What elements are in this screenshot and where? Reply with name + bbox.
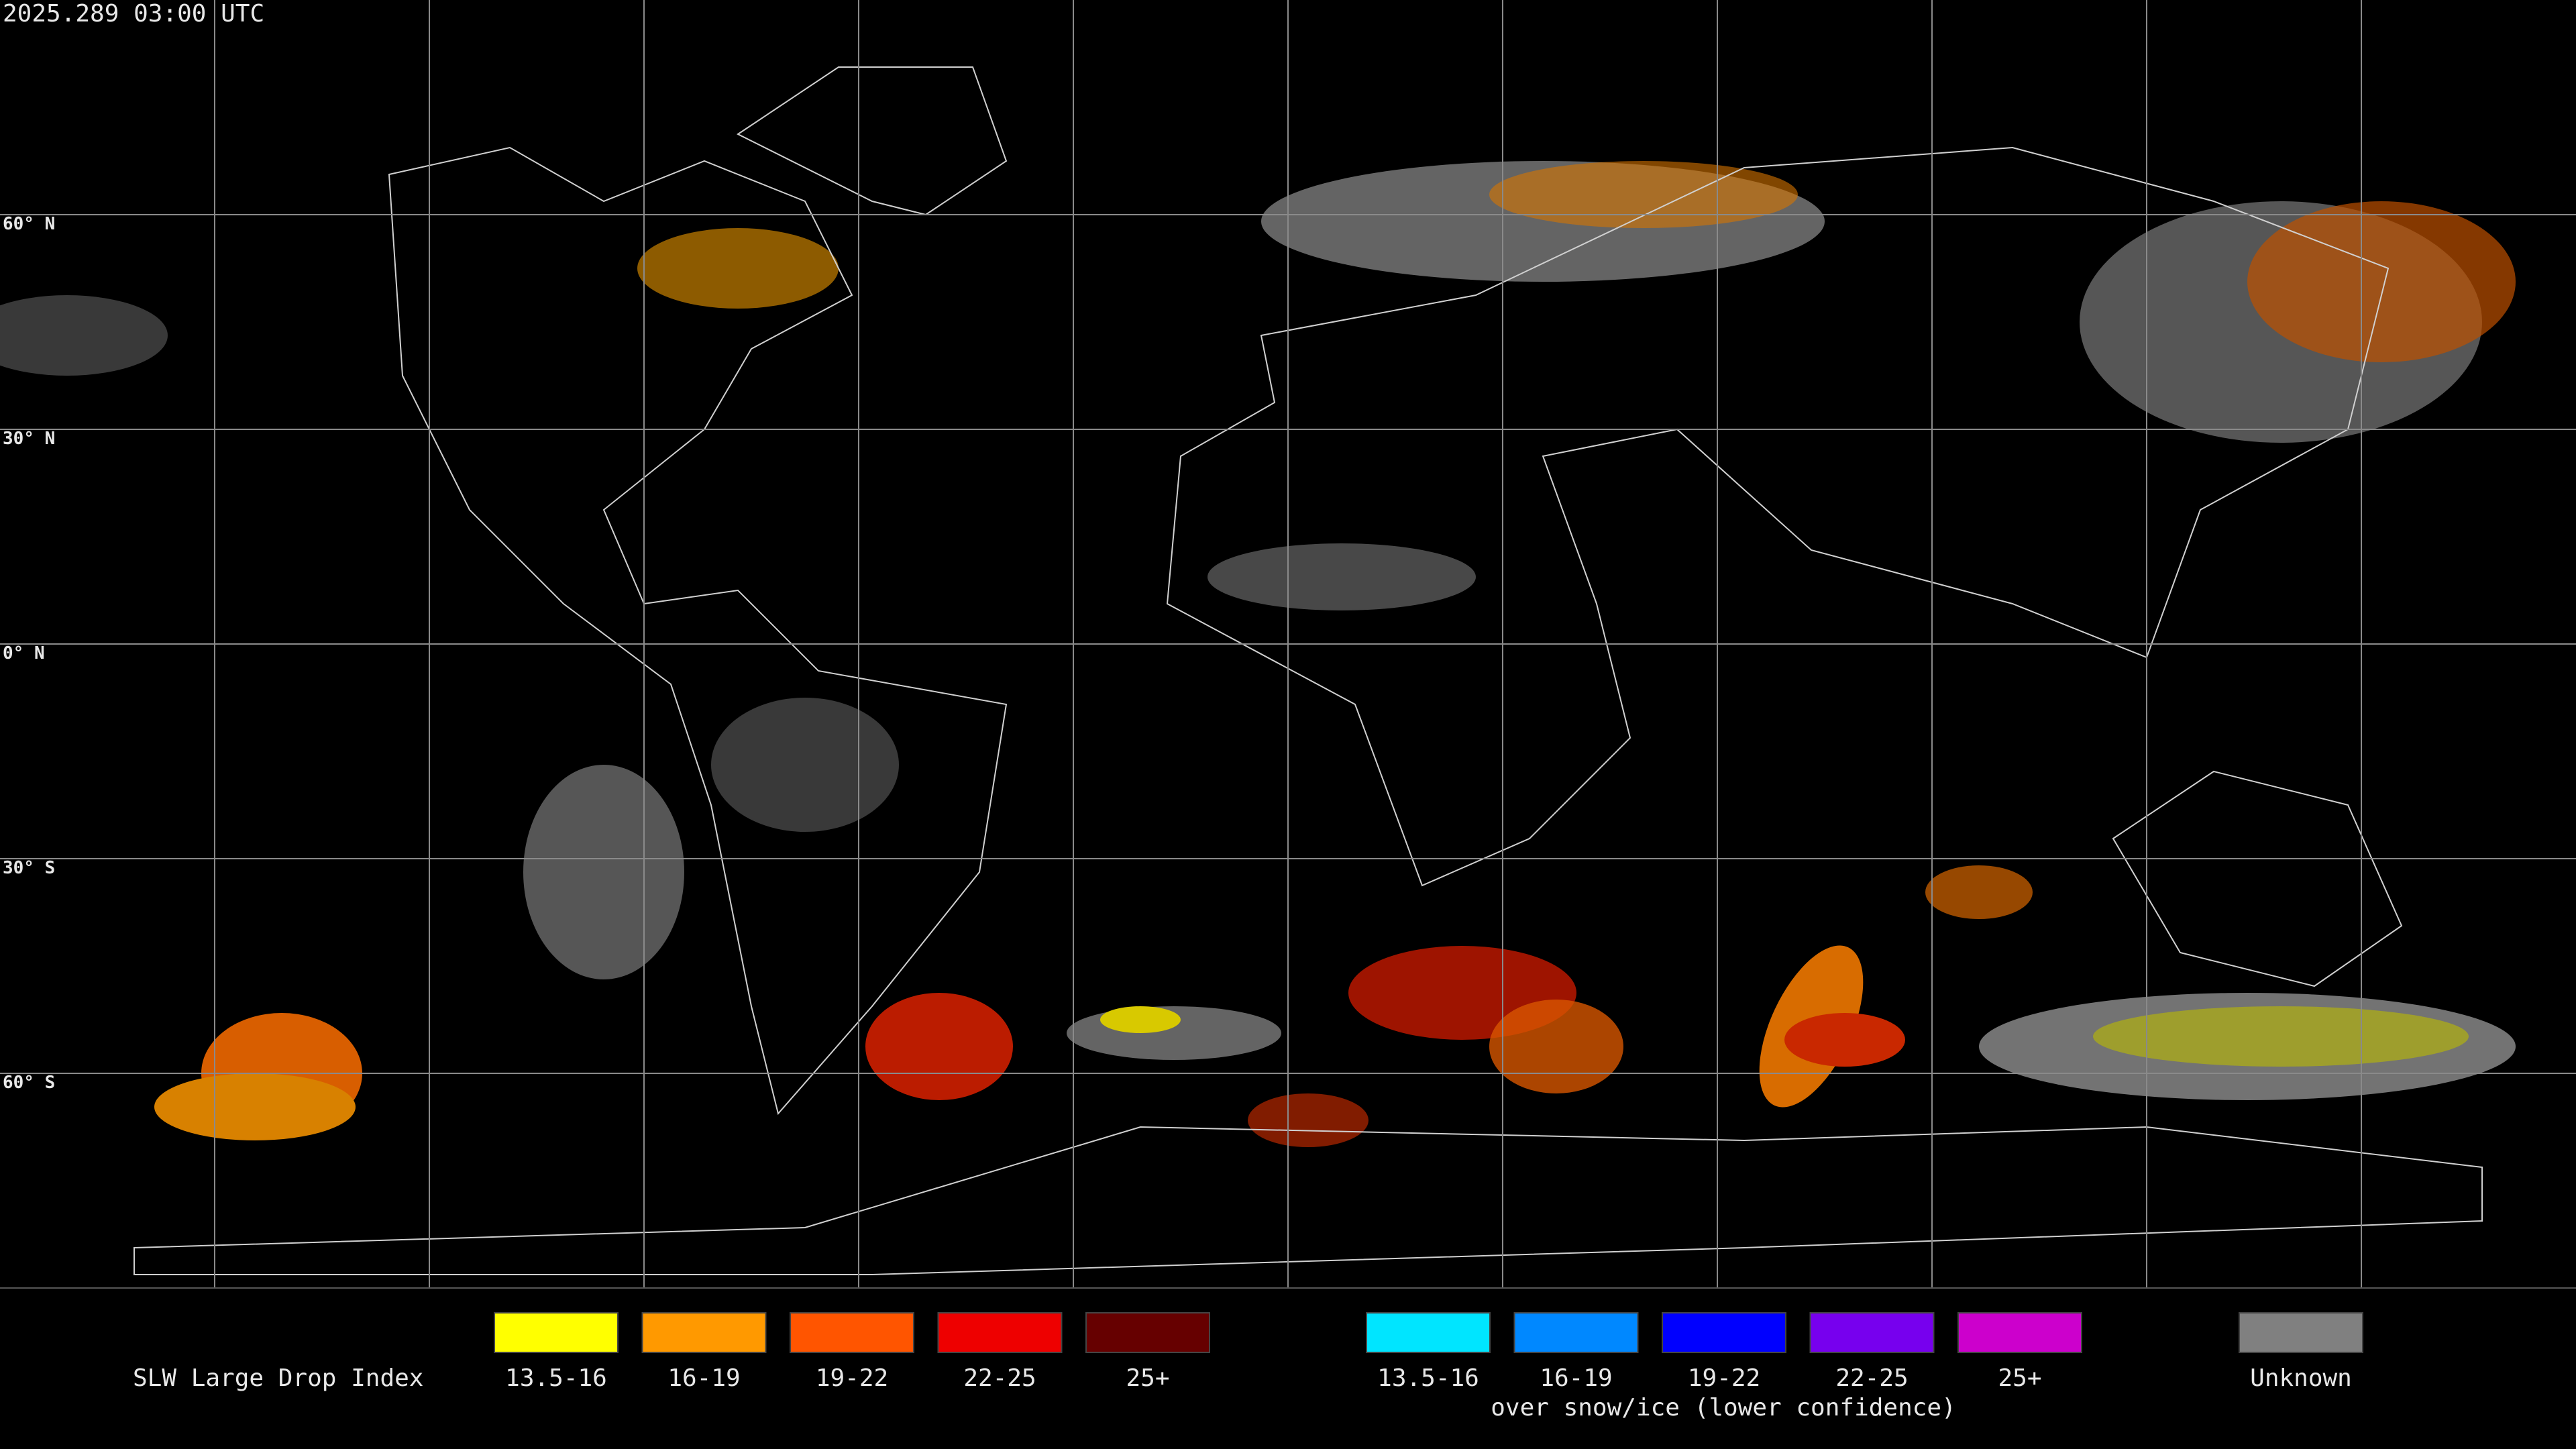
legend-label: 19-22 <box>1688 1364 1760 1392</box>
graticule <box>0 0 2576 1289</box>
clouds <box>0 161 2516 1147</box>
lat-label: 60° S <box>3 1073 55 1093</box>
legend-label: 25+ <box>1998 1364 2041 1392</box>
legend-swatch <box>1513 1312 1639 1353</box>
legend-label: 22-25 <box>1835 1364 1908 1392</box>
legend-swatch <box>937 1312 1063 1353</box>
legend-label: 22-25 <box>963 1364 1036 1392</box>
legend-swatch <box>1085 1312 1210 1353</box>
coastlines <box>133 66 2483 1275</box>
legend-label: 19-22 <box>816 1364 888 1392</box>
lat-label: 30° N <box>3 429 55 449</box>
legend-label: 25+ <box>1126 1364 1169 1392</box>
legend-swatch <box>1957 1312 2082 1353</box>
lat-label: 30° S <box>3 858 55 878</box>
lat-label: 0° N <box>3 643 45 663</box>
legend-swatch <box>641 1312 767 1353</box>
legend-label: Unknown <box>2250 1364 2352 1392</box>
map: 60° N 30° N 0° N 30° S 60° S <box>0 0 2576 1289</box>
legend-label: 13.5-16 <box>505 1364 607 1392</box>
lat-label: 60° N <box>3 214 55 234</box>
legend-caption: over snow/ice (lower confidence) <box>1491 1394 1956 1421</box>
legend-label: 16-19 <box>1540 1364 1612 1392</box>
legend-title: SLW Large Drop Index <box>133 1364 423 1392</box>
legend-label: 13.5-16 <box>1377 1364 1479 1392</box>
timestamp: 2025.289 03:00 UTC <box>3 0 264 28</box>
legend-swatch <box>1809 1312 1935 1353</box>
legend-swatch <box>790 1312 914 1353</box>
legend-swatch <box>494 1312 619 1353</box>
legend-swatch <box>2239 1312 2363 1353</box>
legend-label: 16-19 <box>667 1364 740 1392</box>
legend-swatch <box>1366 1312 1491 1353</box>
legend: SLW Large Drop Index over snow/ice (lowe… <box>133 1312 2363 1421</box>
legend-swatch <box>1662 1312 1786 1353</box>
